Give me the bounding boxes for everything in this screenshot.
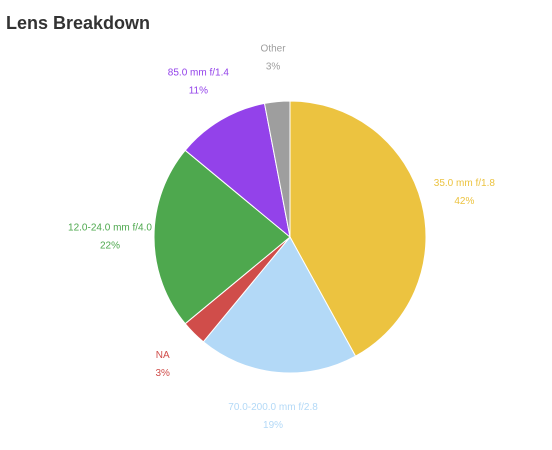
slice-label: 12.0-24.0 mm f/4.0 [68,223,152,234]
slice-label: 85.0 mm f/1.4 [168,68,230,79]
pie-slice [153,149,291,325]
slice-label: 35.0 mm f/1.8 [434,178,496,189]
slice-value-label: 22% [100,241,120,252]
slice-value-label: 3% [155,368,170,379]
slice-label: Other [261,43,287,54]
pie-slice [263,100,291,238]
pie-slice [184,102,291,239]
chart-title: Lens Breakdown [6,13,150,33]
slice-value-label: 42% [454,196,474,207]
slice-label: 70.0-200.0 mm f/2.8 [228,402,318,413]
slice-value-label: 3% [266,61,281,72]
slice-value-label: 11% [189,86,208,97]
slice-value-label: 19% [263,420,283,431]
pie-slice [202,236,357,374]
pie-slice [289,100,427,357]
slice-label: NA [156,350,170,361]
